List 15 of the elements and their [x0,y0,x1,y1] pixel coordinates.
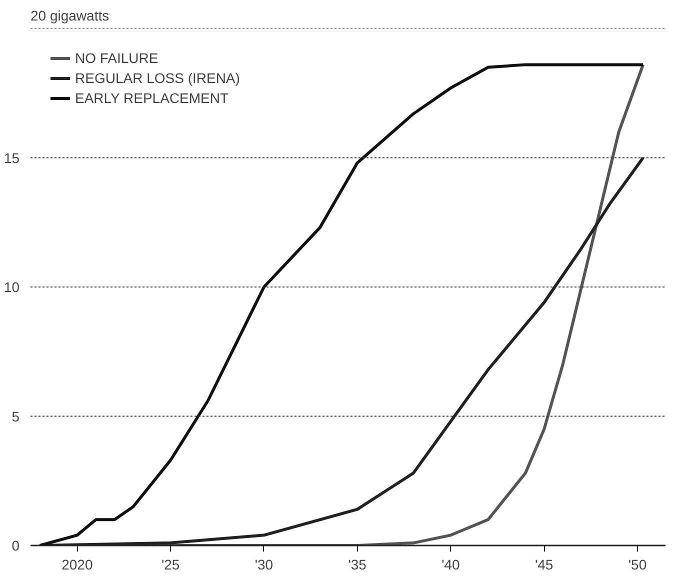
y-tick-label: 15 [4,150,20,166]
y-axis-title: 20 gigawatts [30,8,110,24]
legend-label: REGULAR LOSS (IRENA) [75,70,240,86]
x-tick-label: '30 [254,556,274,572]
x-tick-label: '25 [161,556,180,572]
legend-label: EARLY REPLACEMENT [75,90,229,106]
y-tick-label: 10 [4,279,20,295]
x-tick-label: '35 [348,556,367,572]
x-tick-label: '45 [534,556,554,572]
y-tick-label: 5 [12,408,20,424]
x-tick-label: 2020 [62,556,93,572]
legend-label: NO FAILURE [75,50,158,66]
x-tick-label: '40 [442,556,460,572]
x-tick-label: '50 [628,556,647,572]
y-tick-label: 0 [12,538,20,554]
